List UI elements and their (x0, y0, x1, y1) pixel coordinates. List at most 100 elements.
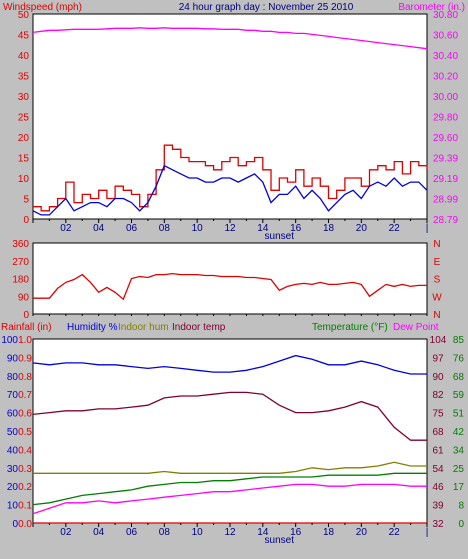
y-tick-temp-f: 46 (432, 482, 444, 493)
y-tick-dewpoint-f: 34 (453, 445, 465, 456)
plot-area (32, 338, 428, 524)
y-right-tick-label: 30.20 (433, 72, 458, 83)
legend-rainfall: Rainfall (in) (1, 322, 52, 333)
y-right-tick-label: 30.60 (433, 31, 458, 42)
y-tick-label: 40 (18, 51, 30, 62)
plot-area (32, 242, 428, 315)
y-tick-humidity: 20 (7, 482, 19, 493)
x-tick-label: 20 (356, 223, 368, 234)
y-tick-temp-f: 68 (432, 427, 444, 438)
x-tick-label: 04 (93, 527, 105, 538)
x-tick-label: 18 (323, 527, 335, 538)
y-tick-temp-f: 97 (432, 353, 444, 364)
y-tick-rainfall: 0.1 (18, 501, 32, 512)
x-tick-label: 10 (192, 527, 204, 538)
y-tick-label: 0 (23, 310, 29, 321)
series-temperature-line (32, 472, 427, 506)
y-tick-label: 30 (18, 92, 30, 103)
y-tick-dewpoint-f: 42 (453, 427, 465, 438)
x-tick-label: 16 (290, 223, 302, 234)
x-tick-label: 22 (389, 223, 401, 234)
wind-direction-panel: 0 N 90 W 180 S 270 E 360 N (12, 239, 442, 321)
x-tick-label: 08 (159, 223, 171, 234)
legend-dewpoint: Dew Point (393, 322, 439, 333)
series-windavg-line (32, 164, 428, 216)
y-tick-rainfall: 0.7 (18, 390, 32, 401)
y-tick-label: 45 (18, 31, 30, 42)
temperature-humidity-panel: Rainfall (in) Humidity % Indoor hum Indoor … (1, 322, 464, 546)
x-tick-label: 06 (126, 527, 138, 538)
series-winddir-line (33, 272, 427, 301)
y-tick-humidity: 70 (7, 390, 19, 401)
series-dewpoint-line (32, 483, 427, 515)
y-tick-rainfall: 0.3 (18, 464, 32, 475)
y-tick-humidity: 0 (12, 519, 18, 530)
y-tick-label: 5 (23, 195, 29, 206)
x-axis-label: sunset (265, 231, 295, 242)
right-axis-title: Barometer (in.) (398, 2, 465, 13)
x-tick-label: 12 (224, 223, 236, 234)
y-tick-temp-f: 61 (432, 445, 444, 456)
x-tick-label: 10 (192, 223, 204, 234)
wind-barometer-panel: Windspeed (mph) 24 hour graph day : Novem… (3, 2, 465, 242)
y-tick-temp-f: 54 (432, 464, 444, 475)
y-tick-label: 180 (12, 275, 29, 286)
y-tick-rainfall: 0.8 (18, 372, 32, 383)
x-tick-label: 08 (159, 527, 171, 538)
y-tick-humidity: 80 (7, 372, 19, 383)
y-tick-label: 35 (18, 72, 30, 83)
y-tick-dewpoint-f: 59 (453, 390, 465, 401)
y-tick-rainfall: 0.6 (18, 409, 32, 420)
y-tick-rainfall: 0.0 (18, 519, 32, 530)
y-tick-label: 10 (18, 174, 30, 185)
x-tick-label: 04 (93, 223, 105, 234)
y-tick-dewpoint-f: 51 (453, 409, 465, 420)
y-right-tick-label: 28.79 (433, 215, 458, 226)
series-indoor_hum-line (33, 461, 427, 474)
y-right-tick-label: 30.40 (433, 51, 458, 62)
y-tick-label: 90 (18, 292, 30, 303)
x-tick-label: 22 (389, 527, 401, 538)
y-tick-label: 0 (23, 215, 29, 226)
x-tick-label: 02 (60, 223, 72, 234)
y-tick-rainfall: 1.0 (18, 335, 32, 346)
x-tick-label: 02 (60, 527, 72, 538)
y-right-tick-label: 29.80 (433, 113, 458, 124)
y-tick-humidity: 100 (1, 335, 18, 346)
y-tick-dewpoint-f: 76 (453, 353, 465, 364)
y-tick-temp-f: 90 (432, 372, 444, 383)
y-tick-rainfall: 0.2 (18, 482, 32, 493)
y-right-tick-label: 29.39 (433, 154, 458, 165)
compass-label: N (433, 239, 440, 250)
compass-label: W (432, 292, 442, 303)
y-tick-rainfall: 0.4 (18, 445, 32, 456)
y-tick-temp-f: 104 (430, 335, 447, 346)
x-tick-label: 14 (257, 527, 269, 538)
y-right-tick-label: 30.00 (433, 92, 458, 103)
x-tick-label: 06 (126, 223, 138, 234)
y-tick-temp-f: 32 (432, 519, 444, 530)
series-humidity-line (32, 354, 427, 375)
y-tick-dewpoint-f: 85 (453, 335, 465, 346)
y-tick-rainfall: 0.5 (18, 427, 32, 438)
y-right-tick-label: 30.80 (433, 10, 458, 21)
compass-label: S (434, 275, 441, 286)
left-axis-title: Windspeed (mph) (3, 2, 82, 13)
x-tick-label: 20 (356, 527, 368, 538)
chart-title: 24 hour graph day : November 25 2010 (179, 2, 354, 13)
compass-label: N (433, 310, 440, 321)
y-tick-dewpoint-f: 0 (458, 519, 464, 530)
series-barometer-line (32, 27, 428, 50)
y-tick-temp-f: 75 (432, 409, 444, 420)
legend-indoor-temp: Indoor temp (172, 322, 226, 333)
y-tick-humidity: 40 (7, 445, 19, 456)
y-tick-label: 25 (18, 113, 30, 124)
y-tick-humidity: 30 (7, 464, 19, 475)
y-tick-dewpoint-f: 68 (453, 372, 465, 383)
y-tick-humidity: 90 (7, 353, 19, 364)
x-tick-label: 12 (224, 527, 236, 538)
y-right-tick-label: 28.99 (433, 195, 458, 206)
series-windspeed-line (33, 144, 428, 212)
y-tick-dewpoint-f: 25 (453, 464, 465, 475)
